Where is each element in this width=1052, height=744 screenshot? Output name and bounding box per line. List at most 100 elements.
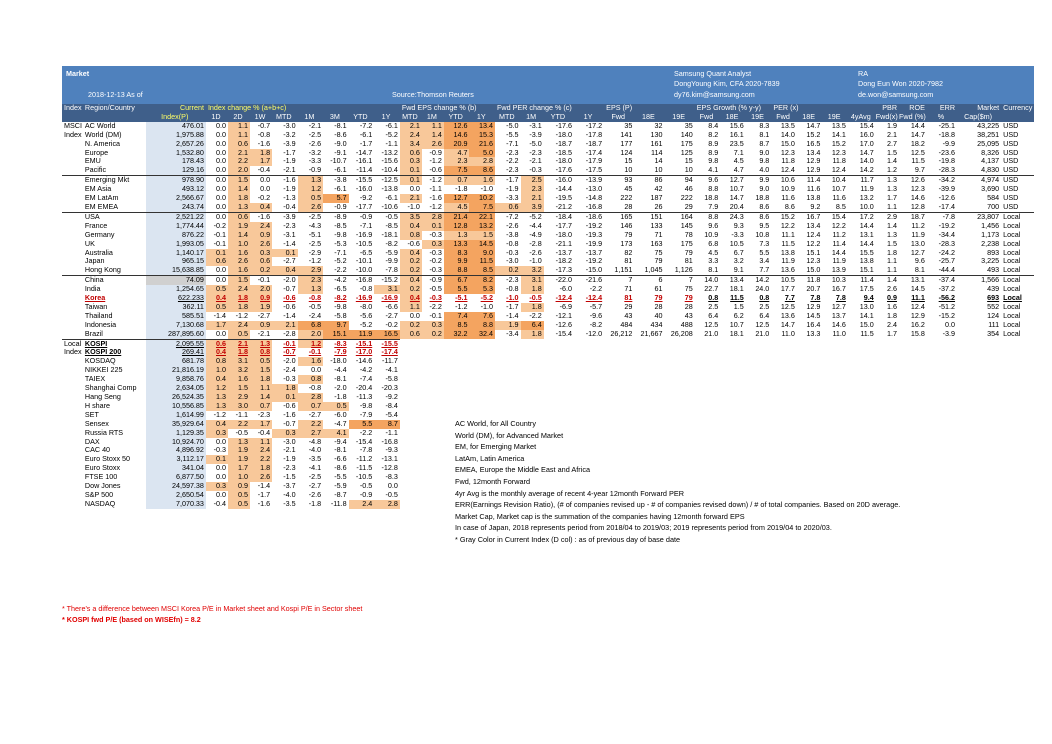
value-cell: -1.4 — [506, 311, 519, 320]
value-cell: 12.7 — [831, 302, 846, 311]
value-cell: 5.3 — [469, 285, 496, 295]
value-cell: -2.2 — [529, 311, 542, 320]
value-cell: 3.2 — [227, 366, 251, 376]
region-name-cell: India — [84, 285, 101, 294]
value-cell: -7.1 — [334, 248, 347, 257]
value-cell: 12.3 — [806, 257, 821, 266]
local-index-row: Sensex 35,929.64 0.4 2.2 1.7 -0.7 2.2 -4.7 5.5 8.… — [62, 419, 1034, 429]
group-header-row: Index Region/Country Current Index chang… — [62, 104, 1034, 113]
value-cell: -9.4 — [334, 437, 347, 446]
value-cell: -1.5 — [283, 473, 296, 482]
local-index-name: NIKKEI 225 — [84, 366, 123, 375]
local-index-name: S&P 500 — [84, 490, 114, 499]
local-index-name: SET — [84, 410, 99, 419]
value-cell: 1.9 — [495, 320, 521, 330]
value-cell: -5.4 — [385, 410, 398, 419]
value-cell: 12.4 — [806, 230, 821, 239]
value-cell: 14.7 — [910, 130, 925, 139]
value-cell: -1.9 — [283, 185, 296, 194]
value-cell: 0.5 — [227, 329, 251, 340]
value-cell: -2.0 — [272, 275, 298, 286]
table-row: Indonesia 7,130.68 1.7 2.4 0.9 2.1 6.8 9.7 -5.2-… — [62, 320, 1034, 330]
value-cell: 12.9 — [806, 302, 821, 311]
value-cell: 20.9 — [443, 139, 470, 149]
value-cell: -18.1 — [381, 230, 398, 239]
data-source: Source:Thomson Reuters — [392, 90, 474, 99]
value-cell: -0.4 — [257, 166, 271, 175]
value-cell: -2.6 — [529, 248, 542, 257]
value-cell: 3.2 — [733, 257, 744, 266]
value-cell: 38,251 — [977, 130, 1000, 139]
value-cell: 11.6 — [832, 194, 846, 203]
value-cell: 9.9 — [443, 257, 470, 267]
value-cell: -2.1 — [308, 121, 322, 130]
value-cell: 7.5 — [469, 202, 496, 213]
value-cell: 222 — [620, 194, 633, 203]
value-cell: 7.3 — [759, 239, 770, 248]
value-cell: -0.3 — [429, 230, 442, 239]
current-index-cell: 476.01 — [145, 121, 206, 131]
value-cell: 5.5 — [348, 419, 375, 429]
value-cell: 2.5 — [759, 302, 770, 311]
value-cell: -10.5 — [355, 473, 373, 482]
region-name-cell: Hong Kong — [84, 266, 121, 275]
value-cell: 10.9 — [780, 185, 795, 194]
local-index-row: Shanghai Comp 2,634.05 1.2 1.5 1.1 1.8 -0.8 -2.… — [62, 384, 1034, 393]
value-cell: -8.0 — [359, 302, 373, 311]
value-cell: Local — [1003, 311, 1021, 320]
value-cell: -8.6 — [334, 130, 347, 139]
value-cell: -4.0 — [283, 490, 296, 499]
value-cell: -3.4 — [506, 329, 519, 338]
value-cell: 0.0 — [215, 121, 226, 130]
value-cell: -1.9 — [283, 157, 296, 166]
value-cell: -1.7 — [283, 148, 296, 157]
value-cell: 1.5 — [250, 366, 273, 376]
value-cell: -21.6 — [573, 275, 605, 286]
value-cell: -0.1 — [308, 348, 322, 357]
sub-header-cell: Fwd — [694, 112, 721, 122]
value-cell: -2.9 — [308, 248, 322, 257]
value-cell: -6.0 — [559, 285, 572, 294]
ra-email[interactable]: de.won@samsung.com — [858, 90, 934, 99]
value-cell: 1.5 — [733, 302, 744, 311]
value-cell: 8.6 — [784, 202, 795, 211]
value-cell: -1.6 — [250, 211, 273, 222]
value-cell: -9.9 — [942, 139, 956, 148]
analyst-email[interactable]: dy76.kim@samsung.com — [674, 90, 755, 99]
value-cell: 0.2 — [399, 257, 422, 267]
value-cell: -7.8 — [385, 266, 398, 275]
note-line: Fwd, 12month Forward — [455, 477, 531, 486]
value-cell: -4.8 — [308, 437, 322, 446]
current-index-cell: 74.09 — [145, 275, 206, 286]
value-cell: -1.2 — [308, 257, 322, 266]
table-row: Emerging Mkt 978.90 0.0 1.5 0.0 -1.6 1.3 -3.8 -1… — [62, 175, 1034, 186]
local-index-row: NIKKEI 225 21,816.19 1.0 3.2 1.5 -2.4 0.0 -4.4 -… — [62, 366, 1034, 376]
value-cell: 133 — [650, 221, 663, 230]
value-cell: -14.6 — [355, 357, 373, 366]
value-cell: 21.6 — [469, 139, 496, 149]
value-cell: 9.3 — [733, 221, 744, 230]
value-cell: 0.8 — [205, 357, 228, 367]
value-cell: 8.6 — [759, 202, 770, 211]
value-cell: 15.3 — [469, 130, 496, 140]
value-cell: -18.7 — [555, 139, 572, 148]
value-cell: 28 — [654, 302, 663, 311]
value-cell: 3.0 — [227, 401, 251, 411]
value-cell: -15.5 — [348, 175, 375, 186]
value-cell: -0.1 — [272, 338, 298, 349]
value-cell: 9.8 — [708, 157, 719, 166]
region-name-cell: UK — [84, 239, 95, 248]
table-row: Hong Kong 15,638.85 0.0 1.6 0.2 0.4 2.9 -2.2 -10… — [62, 266, 1034, 276]
value-cell: 0.0 — [945, 320, 956, 329]
value-cell: 11.9 — [911, 230, 925, 239]
value-cell: 32.4 — [469, 329, 496, 340]
value-cell: -37.2 — [938, 285, 956, 294]
value-cell: 2.6 — [421, 139, 444, 149]
current-index-cell: 7,070.33 — [145, 499, 206, 509]
value-cell: 6.8 — [708, 239, 719, 248]
table-row: EMU 178.43 0.0 2.2 1.7 -1.9 -3.3 -10.7 -16.1 -15.… — [62, 157, 1034, 167]
index-group-cell: MSCI — [64, 121, 82, 130]
value-cell: -3.9 — [942, 329, 956, 338]
index-group-cell — [62, 222, 83, 231]
value-cell: Local — [1003, 239, 1021, 248]
